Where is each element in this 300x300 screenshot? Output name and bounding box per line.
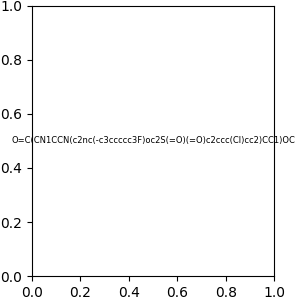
Text: O=C(CN1CCN(c2nc(-c3ccccc3F)oc2S(=O)(=O)c2ccc(Cl)cc2)CC1)OC: O=C(CN1CCN(c2nc(-c3ccccc3F)oc2S(=O)(=O)c… — [11, 136, 295, 146]
